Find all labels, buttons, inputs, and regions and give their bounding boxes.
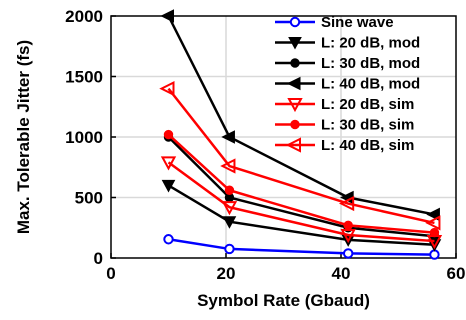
data-point	[224, 185, 235, 195]
data-point	[221, 130, 235, 144]
legend-marker	[289, 16, 301, 28]
y-tick-label: 2000	[65, 7, 103, 26]
data-point	[220, 158, 236, 174]
y-tick-label: 0	[94, 249, 103, 268]
legend-label: Sine wave	[321, 14, 394, 31]
legend-marker	[290, 58, 300, 68]
legend-item: Sine wave	[275, 14, 394, 31]
data-point	[224, 243, 235, 255]
data-point	[342, 248, 354, 259]
legend-item: L: 40 dB, sim	[275, 137, 414, 154]
data-point	[163, 234, 174, 245]
legend-label: L: 20 dB, sim	[321, 96, 414, 113]
data-point	[161, 179, 176, 193]
data-point	[160, 156, 177, 171]
series-line	[167, 184, 435, 246]
y-tick-label: 1000	[65, 128, 103, 147]
legend-marker	[288, 37, 302, 50]
data-point	[221, 201, 238, 216]
series-line	[167, 87, 435, 225]
data-point	[338, 195, 355, 212]
legend-item: L: 30 dB, sim	[275, 117, 414, 134]
data-point	[160, 9, 174, 23]
legend-item: L: 20 dB, sim	[275, 96, 414, 113]
legend-label: L: 40 dB, mod	[321, 76, 420, 93]
data-point	[222, 216, 237, 229]
x-axis-label: Symbol Rate (Gbaud)	[197, 291, 370, 310]
x-tick-label: 20	[217, 264, 236, 283]
legend-label: L: 20 dB, mod	[321, 35, 420, 52]
series-4	[160, 9, 440, 222]
y-tick-label: 500	[75, 189, 103, 208]
legend-label: L: 30 dB, sim	[321, 117, 414, 134]
data-point	[429, 227, 440, 238]
series-line	[167, 133, 435, 234]
data-point	[159, 80, 175, 97]
series-line	[167, 136, 435, 238]
legend-item: L: 40 dB, mod	[275, 76, 420, 93]
x-tick-label: 60	[447, 264, 466, 283]
series-7	[159, 80, 441, 231]
legend-marker	[287, 98, 303, 113]
y-tick-label: 1500	[65, 68, 103, 87]
data-point	[163, 129, 174, 140]
series-line	[167, 161, 435, 243]
y-axis-ticks: 0 500 1000 1500 2000	[65, 7, 116, 268]
data-point	[343, 220, 353, 231]
legend-label: L: 30 dB, mod	[321, 55, 420, 72]
legend-marker	[290, 119, 300, 130]
x-tick-label: 0	[106, 264, 115, 283]
data-point	[425, 215, 441, 231]
data-series	[159, 9, 443, 260]
legend-item: L: 20 dB, mod	[275, 35, 420, 52]
legend-marker	[286, 76, 301, 91]
series-line	[168, 238, 435, 256]
legend-item: L: 30 dB, mod	[275, 55, 420, 72]
series-6	[163, 129, 440, 238]
legend-label: L: 40 dB, sim	[321, 137, 414, 154]
legend-marker	[285, 137, 301, 153]
legend: Sine wave L: 20 dB, mod L: 30 dB, mod L: 40…	[275, 14, 420, 154]
series-1	[163, 234, 440, 260]
x-tick-label: 40	[332, 264, 351, 283]
y-axis-label: Max. Tolerable Jitter (fs)	[14, 40, 33, 234]
series-line	[167, 15, 435, 216]
